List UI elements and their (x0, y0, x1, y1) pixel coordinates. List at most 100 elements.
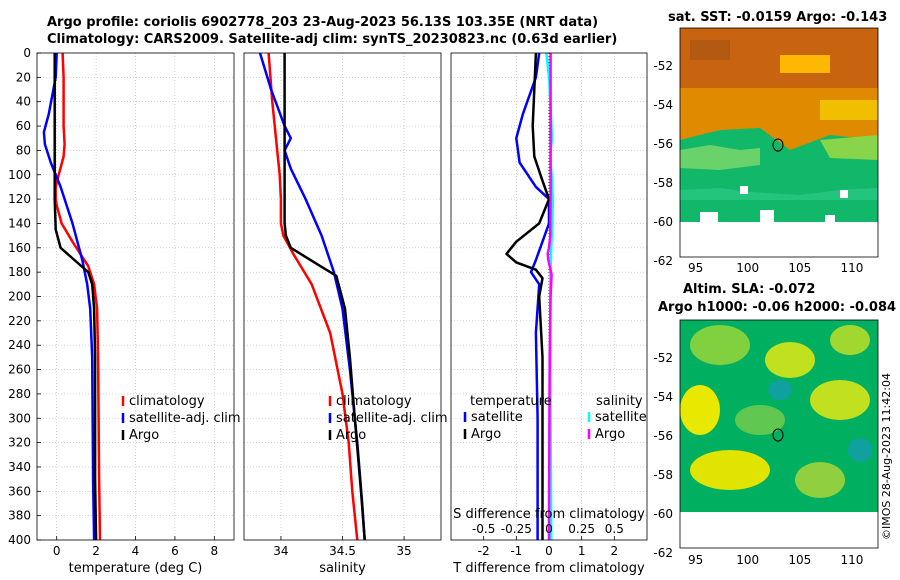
temperature-xlabel: temperature (deg C) (69, 561, 203, 576)
legend-temperature-label: satellite (471, 410, 523, 425)
sst-map-frame (679, 27, 879, 258)
map-ytick-label: -60 (653, 215, 673, 229)
salinity-xlabel: salinity (319, 561, 366, 576)
temperature-xtick-label: 4 (132, 544, 140, 558)
sla-map-patch (768, 380, 792, 400)
sla-map-patch (795, 462, 845, 498)
map-ytick-label: -62 (653, 546, 673, 560)
map-ytick-label: -56 (653, 429, 673, 443)
map-ytick-label: -58 (653, 176, 673, 190)
sst-map-patch (680, 188, 878, 200)
depth-ytick-label: 380 (8, 509, 31, 523)
depth-ytick-label: 80 (16, 143, 31, 157)
map-xtick-label: 95 (688, 261, 703, 275)
sla-map-title-line-1: Altim. SLA: -0.072 (683, 282, 816, 297)
sla-map: 95 100 105 110 -52 -54 -56 -58 -60 -62 (653, 319, 879, 567)
difference-series-t-satellite (515, 53, 551, 540)
sla-map-patch (735, 405, 785, 435)
depth-ytick-label: 360 (8, 484, 31, 498)
difference-series-group (505, 53, 555, 540)
sst-map-title: sat. SST: -0.0159 Argo: -0.143 (668, 10, 888, 25)
sst-map-patch (780, 55, 830, 73)
difference-series-s-argo (546, 53, 553, 540)
temperature-legend-label: Argo (129, 428, 159, 443)
difference-xtick-label: 1 (578, 544, 586, 558)
sst-map-argo-marker (772, 138, 784, 152)
sst-map-nodata (840, 190, 848, 198)
depth-ytick-label: 220 (8, 314, 31, 328)
sla-map-title-line-2: Argo h1000: -0.06 h2000: -0.084 (658, 300, 897, 315)
temperature-panel: 0 2 4 6 802040608010012014016018020022024026… (8, 46, 241, 576)
salinity-xtick-label: 34.5 (329, 544, 356, 558)
difference-x2label: S difference from climatology (453, 507, 645, 522)
salinity-legend-label: satellite-adj. clim (336, 411, 448, 426)
sst-map-patch (690, 40, 730, 60)
difference-x2tick-label: 0 (545, 522, 553, 536)
depth-ytick-label: 20 (16, 70, 31, 84)
sst-map-patch (820, 135, 878, 160)
salinity-panel: 34 34.5 35 salinity climatology satellite-adj… (243, 52, 448, 576)
map-ytick-label: -58 (653, 468, 673, 482)
salinity-axes-frame (243, 52, 442, 541)
sst-map-nodata (680, 222, 878, 257)
figure-title-line-2: Climatology: CARS2009. Satellite-adj cli… (47, 32, 618, 47)
difference-xtick-label: 2 (611, 544, 619, 558)
legend-temperature-title: temperature (470, 394, 552, 409)
depth-ytick-label: 300 (8, 411, 31, 425)
salinity-xtick-label: 34 (273, 544, 288, 558)
map-ytick-label: -52 (653, 351, 673, 365)
depth-ytick-label: 60 (16, 119, 31, 133)
sla-map-nodata (680, 512, 878, 548)
temperature-legend-label: climatology (129, 394, 205, 409)
temperature-series-climatology (54, 53, 102, 540)
temperature-series-group (42, 53, 102, 540)
depth-ytick-label: 400 (8, 533, 31, 547)
difference-xtick-label: -1 (510, 544, 522, 558)
legend-salinity-label: satellite (595, 410, 647, 425)
legend-salinity-label: Argo (595, 427, 625, 442)
temperature-series-satellite-adj-clim (42, 53, 96, 540)
map-xtick-label: 105 (788, 261, 811, 275)
sst-map-nodata (825, 215, 835, 222)
sla-map-patch (810, 380, 870, 420)
depth-ytick-label: 40 (16, 95, 31, 109)
sst-map-nodata (740, 186, 748, 194)
salinity-series-group (258, 53, 366, 540)
map-ytick-label: -52 (653, 59, 673, 73)
depth-ytick-label: 340 (8, 460, 31, 474)
sst-map-nodata (760, 210, 774, 222)
difference-axes-frame (450, 52, 648, 541)
map-ytick-label: -54 (653, 98, 673, 112)
difference-series-t-argo (505, 53, 551, 540)
temperature-legend-label: satellite-adj. clim (129, 411, 241, 426)
depth-ytick-label: 140 (8, 216, 31, 230)
difference-xtick-label: 0 (545, 544, 553, 558)
map-ytick-label: -62 (653, 254, 673, 268)
legend-salinity-title: salinity (596, 394, 643, 409)
temperature-xtick-label: 8 (210, 544, 218, 558)
map-ytick-label: -60 (653, 507, 673, 521)
depth-ytick-label: 180 (8, 265, 31, 279)
sla-map-ticks: 95 100 105 110 -52 -54 -56 -58 -60 -62 (653, 351, 863, 567)
temperature-xtick-label: 6 (171, 544, 179, 558)
sst-map-patch (680, 145, 760, 170)
depth-ytick-label: 260 (8, 363, 31, 377)
sla-map-patch (765, 342, 815, 378)
sla-map-patch (830, 325, 870, 355)
map-xtick-label: 100 (736, 553, 759, 567)
map-xtick-label: 110 (840, 261, 863, 275)
temperature-axes-frame (36, 52, 235, 541)
sla-map-patch (690, 450, 770, 490)
profile-plots: 0 2 4 6 802040608010012014016018020022024026… (8, 46, 648, 576)
salinity-series-argo (283, 53, 366, 540)
sla-map-patch (690, 325, 750, 365)
map-xtick-label: 110 (840, 553, 863, 567)
sst-map: 95 100 105 110 -52 -54 -56 -58 -60 -62 (653, 27, 879, 275)
depth-ytick-label: 240 (8, 338, 31, 352)
sla-map-patch (848, 438, 872, 462)
difference-x2tick-label: -0.25 (501, 522, 532, 536)
depth-ytick-label: 160 (8, 241, 31, 255)
imos-watermark: ©IMOS 28-Aug-2023 11:42:04 (880, 373, 893, 540)
temperature-xtick-label: 0 (53, 544, 61, 558)
temperature-xtick-label: 2 (92, 544, 100, 558)
